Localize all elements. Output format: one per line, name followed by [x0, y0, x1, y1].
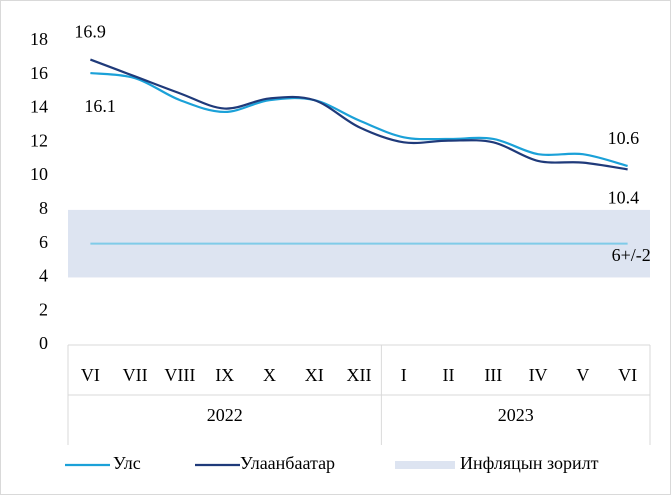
legend-label: Улаанбаатар	[240, 453, 335, 473]
x-tick-label: III	[484, 365, 502, 385]
x-tick-label: I	[401, 365, 407, 385]
x-tick-label: VI	[81, 365, 100, 385]
y-tick-label: 18	[30, 29, 48, 49]
x-tick-label: XII	[347, 365, 372, 385]
x-tick-label: XI	[305, 365, 324, 385]
target-label: 6+/-2	[612, 245, 651, 265]
x-tick-label: V	[576, 365, 589, 385]
group-label: 2023	[498, 405, 534, 425]
data-label: 10.6	[608, 128, 640, 148]
x-tick-label: II	[443, 365, 455, 385]
y-tick-label: 12	[30, 130, 48, 150]
x-tick-label: VII	[123, 365, 148, 385]
x-tick-label: VIII	[164, 365, 195, 385]
y-tick-label: 6	[39, 232, 48, 252]
legend-swatch	[395, 461, 455, 469]
group-label: 2022	[207, 405, 243, 425]
series-line	[90, 71, 628, 168]
y-tick-label: 10	[30, 164, 48, 184]
x-tick-label: X	[263, 365, 276, 385]
x-tick-label: VI	[618, 365, 637, 385]
y-tick-label: 4	[39, 266, 48, 286]
data-label: 16.1	[84, 96, 116, 116]
y-tick-label: 2	[39, 299, 48, 319]
x-tick-label: IX	[215, 365, 234, 385]
y-tick-label: 14	[30, 97, 48, 117]
x-tick-label: IV	[529, 365, 548, 385]
y-tick-label: 16	[30, 63, 48, 83]
data-label: 16.9	[74, 22, 106, 42]
data-label: 10.4	[608, 187, 640, 207]
y-tick-label: 0	[39, 333, 48, 353]
legend-label: Инфляцын зорилт	[460, 453, 599, 473]
series-line	[89, 58, 628, 171]
y-tick-label: 8	[39, 198, 48, 218]
legend-label: Улс	[113, 453, 141, 473]
